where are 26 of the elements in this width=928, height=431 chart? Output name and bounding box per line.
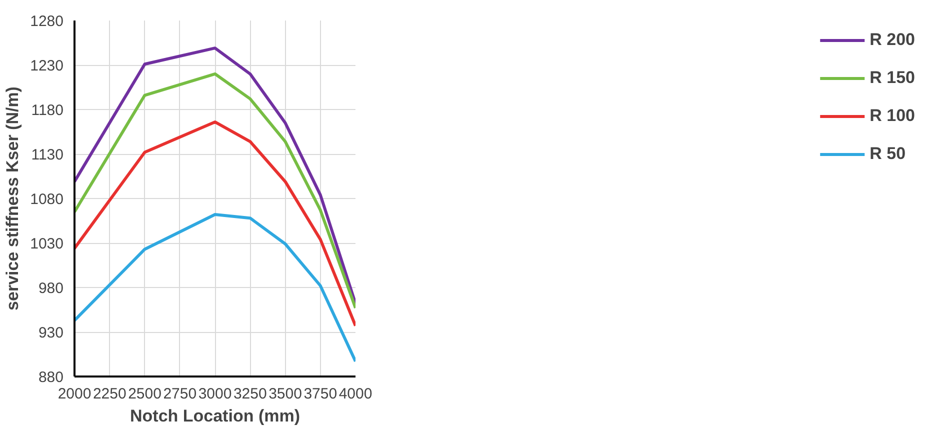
y-tick-label: 930 — [38, 324, 64, 342]
legend-label: R 50 — [870, 144, 906, 164]
line-series — [74, 213, 356, 363]
y-tick-label: 980 — [38, 280, 64, 297]
x-tick-label: 3250 — [233, 386, 267, 402]
y-axis-title: service stiffness Kser (N/m) — [3, 86, 22, 310]
x-tick-label: 2250 — [92, 386, 126, 402]
y-tick-label: 1280 — [30, 13, 64, 30]
y-tick-label: 1030 — [30, 236, 64, 252]
line-series — [74, 120, 356, 328]
legend-label: R 150 — [870, 68, 915, 88]
y-tick-label: 880 — [38, 369, 64, 386]
x-tick-label: 4000 — [338, 386, 372, 402]
y-tick-label: 1080 — [30, 191, 64, 208]
x-tick-label: 3750 — [304, 386, 338, 402]
y-tick-label: 1230 — [30, 58, 64, 74]
legend-label: R 100 — [870, 106, 915, 126]
x-tick-label: 2750 — [163, 386, 197, 402]
y-tick-label: 1130 — [31, 146, 64, 164]
legend-label: R 200 — [870, 30, 915, 50]
x-tick-label: 2500 — [128, 386, 162, 402]
x-tick-label: 3500 — [268, 386, 302, 402]
x-tick-label: 3000 — [198, 386, 232, 402]
x-tick-label: 2000 — [58, 386, 92, 402]
x-axis-title: Notch Location (mm) — [130, 406, 300, 426]
y-tick-label: 1180 — [31, 102, 64, 119]
